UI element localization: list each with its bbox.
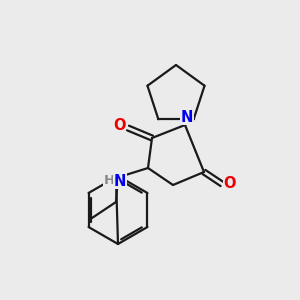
Text: O: O	[224, 176, 236, 191]
Text: N: N	[181, 110, 193, 124]
Text: O: O	[113, 118, 125, 134]
Text: N: N	[114, 173, 126, 188]
Text: H: H	[103, 175, 115, 188]
